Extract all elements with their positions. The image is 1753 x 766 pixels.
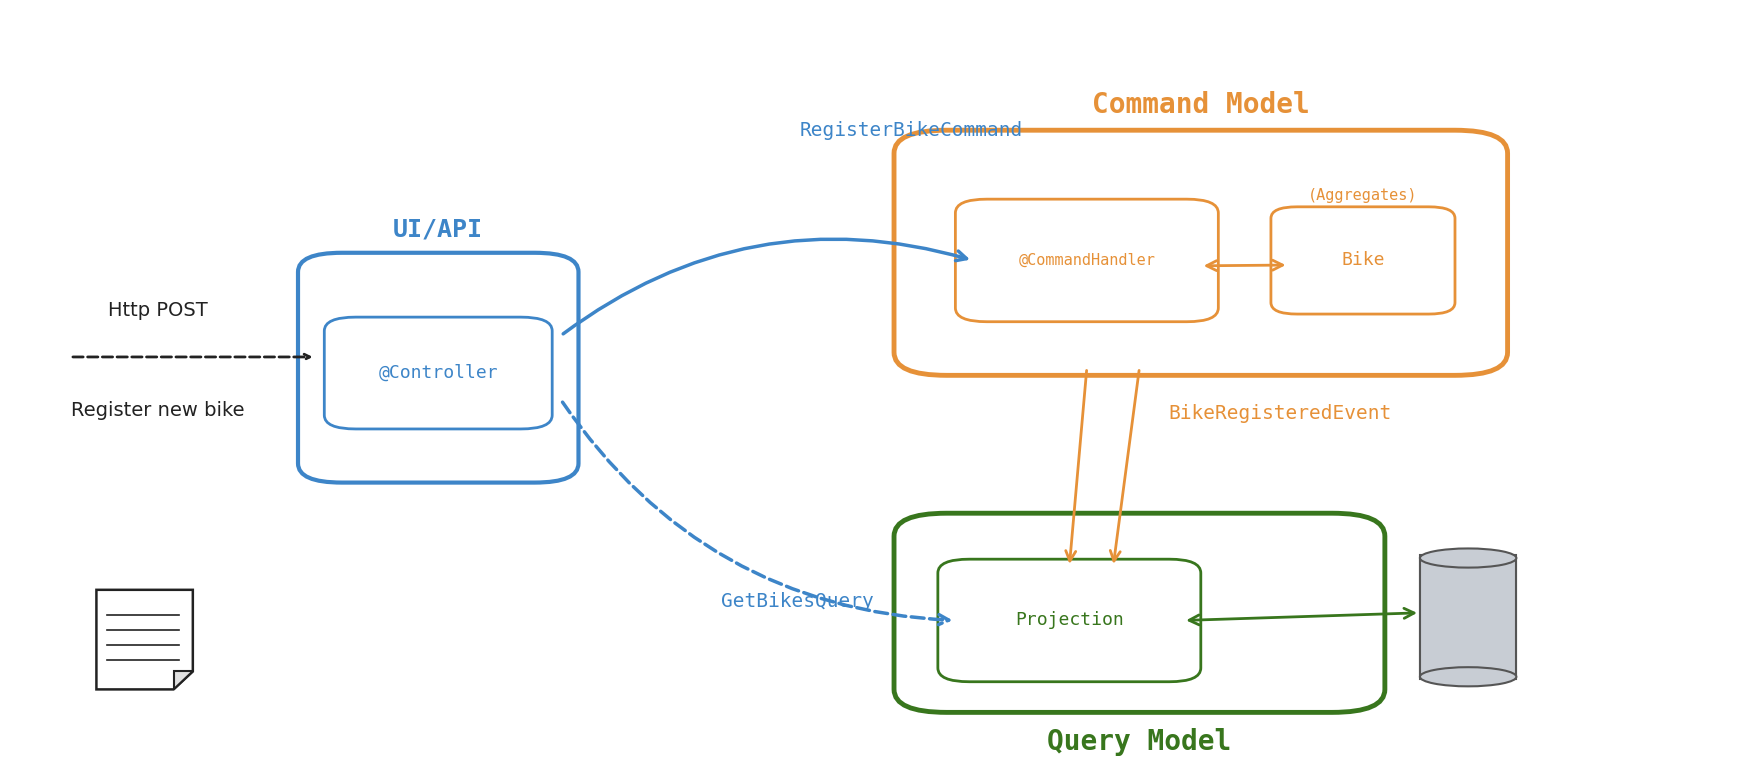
FancyBboxPatch shape bbox=[1278, 210, 1462, 317]
Text: BikeRegisteredEvent: BikeRegisteredEvent bbox=[1167, 404, 1392, 423]
FancyBboxPatch shape bbox=[298, 253, 578, 483]
FancyArrowPatch shape bbox=[1066, 371, 1087, 561]
Text: RegisterBikeCommand: RegisterBikeCommand bbox=[799, 121, 1024, 139]
FancyBboxPatch shape bbox=[894, 130, 1508, 375]
FancyBboxPatch shape bbox=[1285, 213, 1469, 320]
Text: GetBikesQuery: GetBikesQuery bbox=[720, 592, 875, 611]
Text: Query Model: Query Model bbox=[1047, 728, 1232, 756]
Text: Command Model: Command Model bbox=[1092, 90, 1309, 119]
FancyBboxPatch shape bbox=[955, 199, 1218, 322]
Text: (Aggregates): (Aggregates) bbox=[1308, 188, 1418, 203]
Text: Bike: Bike bbox=[1341, 251, 1385, 270]
Text: Register new bike: Register new bike bbox=[72, 401, 244, 420]
Ellipse shape bbox=[1420, 548, 1516, 568]
Polygon shape bbox=[1420, 558, 1516, 677]
FancyBboxPatch shape bbox=[894, 513, 1385, 712]
FancyBboxPatch shape bbox=[324, 317, 552, 429]
FancyArrowPatch shape bbox=[563, 239, 966, 334]
Ellipse shape bbox=[1420, 667, 1516, 686]
Text: Projection: Projection bbox=[1015, 611, 1124, 630]
Text: UI/API: UI/API bbox=[393, 218, 484, 241]
FancyArrowPatch shape bbox=[1189, 608, 1415, 625]
Text: @Controller: @Controller bbox=[379, 364, 498, 382]
Text: @CommandHandler: @CommandHandler bbox=[1018, 253, 1155, 268]
FancyArrowPatch shape bbox=[1110, 371, 1139, 561]
Polygon shape bbox=[96, 590, 193, 689]
Polygon shape bbox=[174, 672, 193, 689]
Text: Http POST: Http POST bbox=[109, 302, 207, 320]
FancyBboxPatch shape bbox=[1271, 207, 1455, 314]
FancyArrowPatch shape bbox=[563, 402, 948, 624]
FancyBboxPatch shape bbox=[938, 559, 1201, 682]
FancyBboxPatch shape bbox=[1420, 555, 1516, 679]
FancyArrowPatch shape bbox=[1206, 260, 1283, 270]
